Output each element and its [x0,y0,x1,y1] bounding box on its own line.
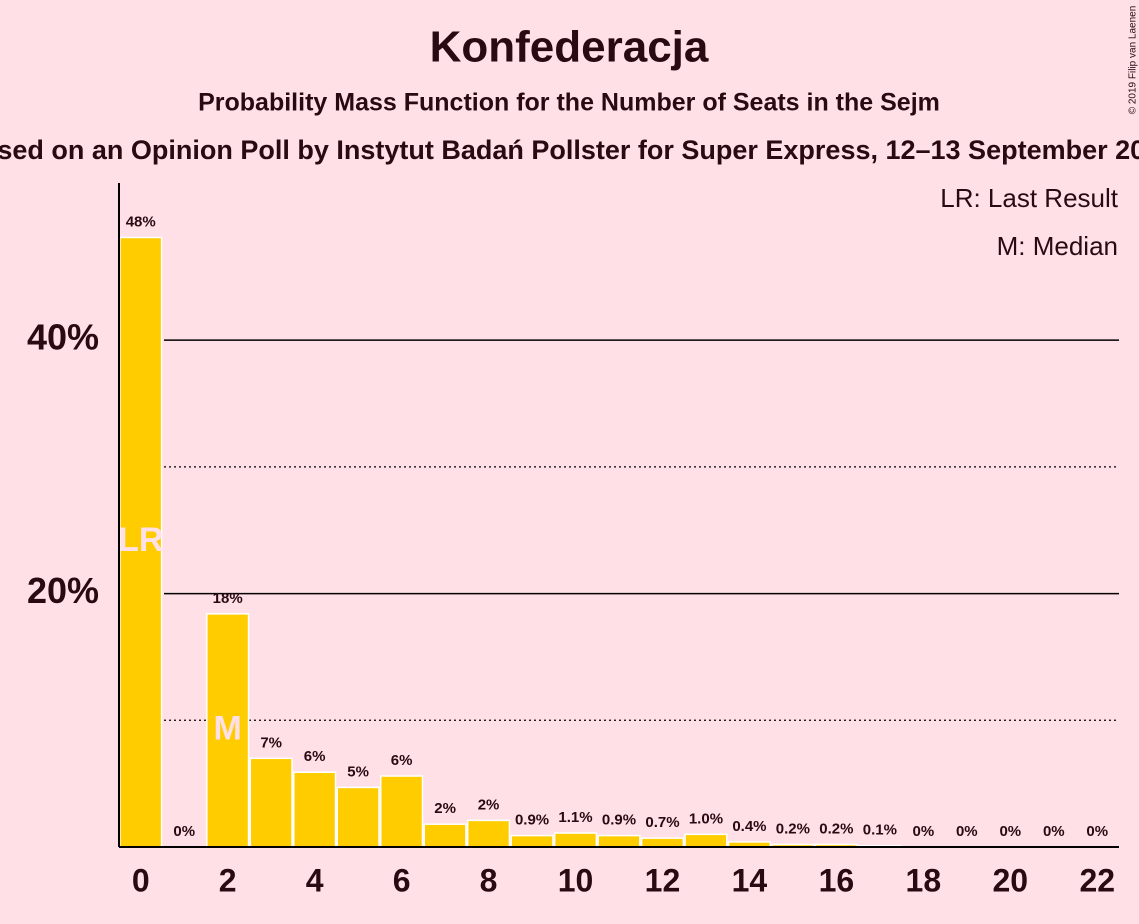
chart-title: Konfederacja [430,23,709,72]
bar [597,834,641,848]
bar [119,236,163,848]
value-label: 0% [956,823,978,840]
value-label: 18% [213,590,243,607]
value-label: 0% [999,823,1021,840]
chart-subtitle: Probability Mass Function for the Number… [198,89,940,117]
value-label: 6% [304,748,326,765]
value-label: 2% [434,800,456,817]
y-tick-label: 20% [27,570,99,611]
value-label: 1.0% [689,810,723,827]
value-label: 0.7% [645,814,679,831]
annotation: LR [118,521,163,559]
bar [423,823,467,848]
value-label: 0% [173,823,195,840]
value-label: 48% [126,213,156,230]
x-tick-label: 6 [393,862,411,898]
x-tick-label: 22 [1079,862,1115,898]
credit: © 2019 Filip van Laenen [1128,6,1139,115]
x-tick-label: 18 [906,862,942,898]
value-label: 2% [478,796,500,813]
value-label: 0% [1086,823,1108,840]
value-label: 0.2% [776,820,810,837]
value-label: 6% [391,752,413,769]
value-label: 1.1% [558,809,592,826]
bar [379,775,424,848]
value-label: 0.9% [602,812,636,829]
value-label: 7% [260,734,282,751]
x-tick-label: 4 [306,862,324,898]
bar [640,837,685,848]
bar [249,757,293,848]
chart-source: Based on an Opinion Poll by Instytut Bad… [0,135,1139,165]
bar [684,833,728,848]
legend-entry: M: Median [997,231,1118,261]
x-tick-label: 8 [480,862,498,898]
y-tick-label: 40% [27,317,99,358]
value-label: 0.9% [515,812,549,829]
value-label: 0% [1043,823,1065,840]
bar [510,834,554,848]
value-label: 0.1% [863,822,897,839]
value-label: 0.4% [732,818,766,835]
x-tick-label: 10 [558,862,594,898]
x-tick-label: 2 [219,862,237,898]
annotation: M [214,709,242,747]
bar [336,786,380,848]
value-label: 0% [913,823,935,840]
x-tick-label: 20 [993,862,1029,898]
bar [553,832,598,848]
x-tick-label: 0 [132,862,150,898]
bar [466,819,511,848]
legend-entry: LR: Last Result [940,183,1119,213]
x-tick-label: 12 [645,862,681,898]
bar [293,771,337,848]
x-tick-label: 16 [819,862,855,898]
value-label: 5% [347,763,369,780]
value-label: 0.2% [819,820,853,837]
x-tick-label: 14 [732,862,768,898]
